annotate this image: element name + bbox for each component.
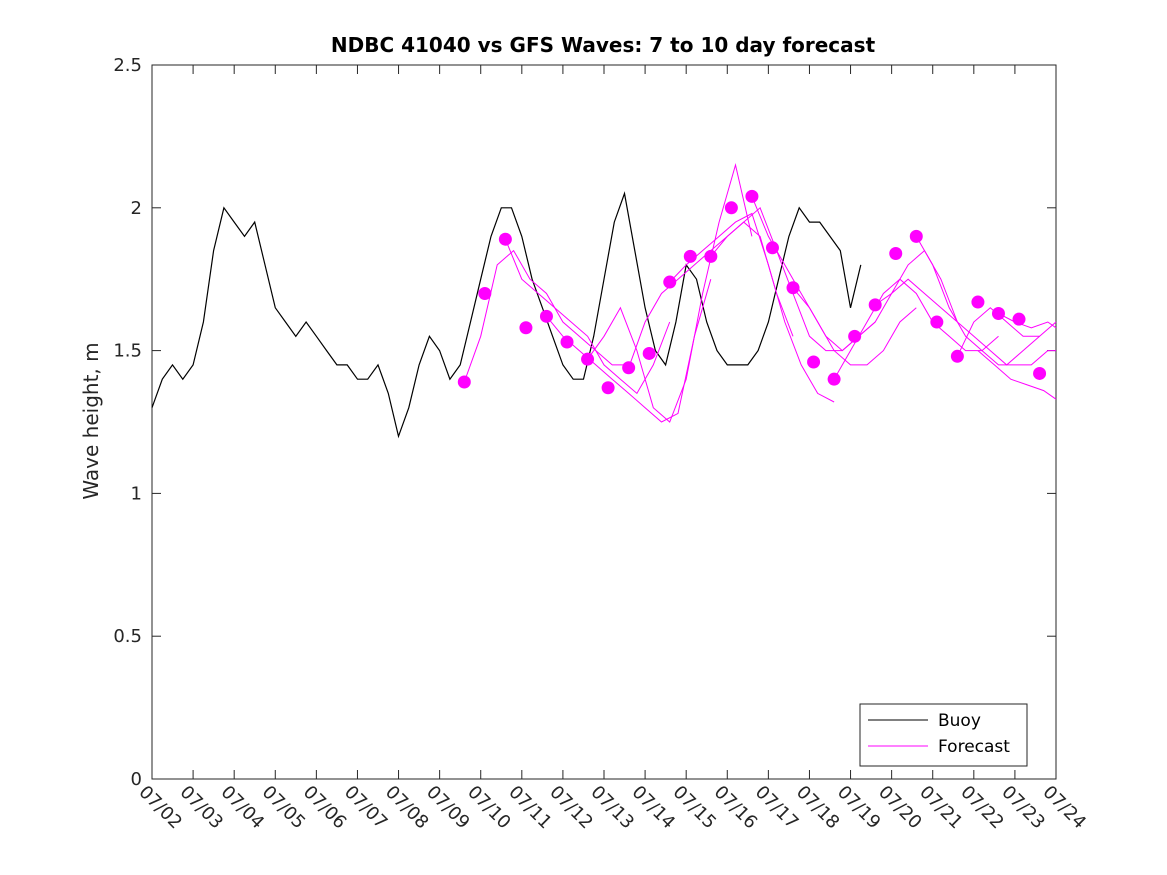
forecast-point <box>704 249 718 263</box>
forecast-point <box>889 246 903 260</box>
y-tick-label: 2 <box>131 198 142 219</box>
x-tick-label: 07/22 <box>956 782 1008 834</box>
x-tick-label: 07/17 <box>751 782 803 834</box>
forecast-point <box>1012 312 1026 326</box>
x-tick-label: 07/20 <box>874 782 926 834</box>
forecast-point <box>724 201 738 215</box>
legend: Buoy Forecast <box>859 703 1028 767</box>
x-tick-label: 07/23 <box>997 782 1049 834</box>
y-tick-label: 1.5 <box>113 341 142 362</box>
forecast-point <box>498 232 512 246</box>
x-tick-label: 07/08 <box>381 782 433 834</box>
forecast-point <box>683 249 697 263</box>
forecast-point <box>539 309 553 323</box>
x-tick-label: 07/15 <box>669 782 721 834</box>
forecast-point <box>848 329 862 343</box>
buoy-line <box>151 191 862 439</box>
forecast-point <box>765 241 779 255</box>
legend-forecast-label: Forecast <box>938 737 1010 757</box>
forecast-line <box>587 163 753 423</box>
legend-box <box>859 703 1028 767</box>
forecast-line <box>833 278 999 380</box>
x-tick-label: 07/02 <box>134 782 186 834</box>
x-tick-label: 07/11 <box>504 782 556 834</box>
x-tick-label: 07/07 <box>340 782 392 834</box>
y-tick-label: 1 <box>131 483 142 504</box>
forecast-point <box>971 295 985 309</box>
forecast-point <box>581 352 595 366</box>
forecast-point <box>478 286 492 300</box>
forecast-line <box>998 313 1057 329</box>
x-tick-label: 07/03 <box>176 782 228 834</box>
y-tick-label: 2.5 <box>113 55 142 76</box>
forecast-line <box>977 350 1057 400</box>
x-tick-label: 07/13 <box>586 782 638 834</box>
x-tick-label: 07/14 <box>628 782 680 834</box>
x-tick-label: 07/04 <box>217 782 269 834</box>
forecast-point <box>745 189 759 203</box>
x-tick-label: 07/19 <box>833 782 885 834</box>
forecast-line <box>504 239 671 395</box>
forecast-point <box>642 346 656 360</box>
forecast-line <box>669 212 835 403</box>
forecast-line <box>956 307 1057 357</box>
forecast-point <box>622 361 636 375</box>
forecast-point <box>827 372 841 386</box>
forecast-point <box>868 298 882 312</box>
buoy-series <box>151 191 862 439</box>
forecast-point <box>786 281 800 295</box>
plot-area <box>151 64 1057 780</box>
forecast-point <box>519 321 533 335</box>
forecast-point <box>457 375 471 389</box>
legend-buoy-label: Buoy <box>938 711 981 731</box>
forecast-point <box>807 355 821 369</box>
forecast-line <box>915 236 1056 366</box>
x-tick-label: 07/05 <box>258 782 310 834</box>
forecast-line <box>751 196 917 366</box>
forecast-point <box>991 306 1005 320</box>
forecast-line <box>546 279 712 423</box>
x-tick-label: 07/16 <box>710 782 762 834</box>
y-tick-label: 0 <box>131 769 142 790</box>
forecast-point <box>663 275 677 289</box>
y-tick-label: 0.5 <box>113 626 142 647</box>
y-axis-label: Wave height, m <box>79 342 103 499</box>
x-tick-label: 07/06 <box>299 782 351 834</box>
x-tick-label: 07/21 <box>915 782 967 834</box>
chart-title: NDBC 41040 vs GFS Waves: 7 to 10 day for… <box>331 33 876 57</box>
x-tick-label: 07/09 <box>422 782 474 834</box>
forecast-point <box>930 315 944 329</box>
forecast-point <box>1033 366 1047 380</box>
forecast-points <box>457 189 1047 395</box>
x-tick-label: 07/12 <box>545 782 597 834</box>
y-axis-ticks: 0 0.5 1 1.5 2 2.5 <box>113 55 1056 790</box>
forecast-point <box>950 349 964 363</box>
x-tick-label: 07/10 <box>463 782 515 834</box>
x-tick-label: 07/24 <box>1038 782 1090 834</box>
x-tick-label: 07/18 <box>792 782 844 834</box>
forecast-line <box>463 249 629 383</box>
forecast-point <box>909 229 923 243</box>
forecast-point <box>601 381 615 395</box>
forecast-point <box>560 335 574 349</box>
